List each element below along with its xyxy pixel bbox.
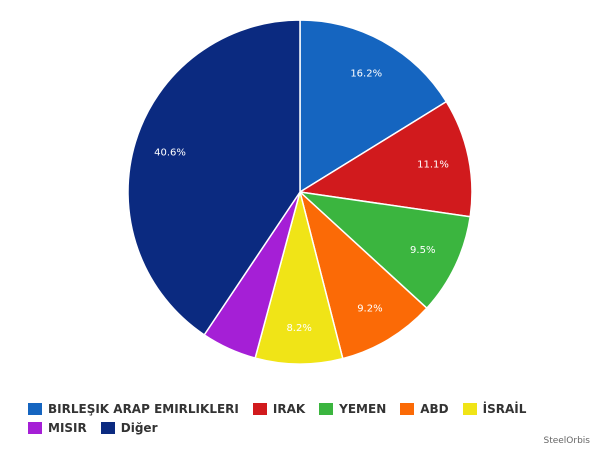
pie-slice bbox=[299, 19, 448, 194]
legend-item[interactable]: Diğer bbox=[100, 420, 158, 435]
data-label: 8.2% bbox=[286, 323, 311, 334]
legend-swatch bbox=[462, 402, 477, 415]
legend-label: Diğer bbox=[120, 420, 158, 435]
legend-swatch bbox=[319, 402, 334, 415]
legend-item[interactable]: YEMEN bbox=[319, 401, 386, 416]
legend-swatch bbox=[28, 402, 42, 415]
legend-label: ABD bbox=[420, 401, 449, 416]
data-label: 9.2% bbox=[357, 304, 382, 315]
credit: SteelOrbis bbox=[543, 436, 590, 446]
legend-swatch bbox=[28, 421, 42, 434]
legend-label: YEMEN bbox=[339, 401, 387, 416]
data-label: 9.5% bbox=[410, 245, 435, 256]
legend-item[interactable]: IRAK bbox=[252, 401, 306, 416]
legend-label: IRAK bbox=[272, 401, 306, 416]
pie-slice bbox=[297, 100, 473, 218]
legend-swatch bbox=[400, 402, 415, 415]
legend-label: BIRLEŞIK ARAP EMIRLIKLERI bbox=[48, 401, 239, 416]
legend-item[interactable]: MISIR bbox=[28, 420, 87, 435]
pie-slice bbox=[298, 189, 428, 360]
legend: BIRLEŞIK ARAP EMIRLIKLERI IRAK YEMEN ABD İSR… bbox=[28, 401, 588, 435]
legend-swatch bbox=[252, 402, 267, 415]
data-label: 40.6% bbox=[154, 147, 186, 158]
pie-slice bbox=[127, 19, 301, 336]
data-label: 11.1% bbox=[417, 159, 449, 170]
data-label: 16.2% bbox=[350, 68, 382, 79]
legend-item[interactable]: İSRAİL bbox=[462, 401, 527, 416]
pie-slice bbox=[297, 190, 472, 310]
pie-area: 16.2% 11.1% 9.5% 9.2% 8.2% 40.6% bbox=[127, 19, 473, 365]
legend-label: MISIR bbox=[48, 420, 87, 435]
legend-label: İSRAİL bbox=[482, 401, 527, 416]
legend-item[interactable]: BIRLEŞIK ARAP EMIRLIKLERI bbox=[28, 401, 239, 416]
legend-item[interactable]: ABD bbox=[400, 401, 449, 416]
pie-slice bbox=[254, 189, 344, 365]
legend-swatch bbox=[100, 421, 115, 434]
